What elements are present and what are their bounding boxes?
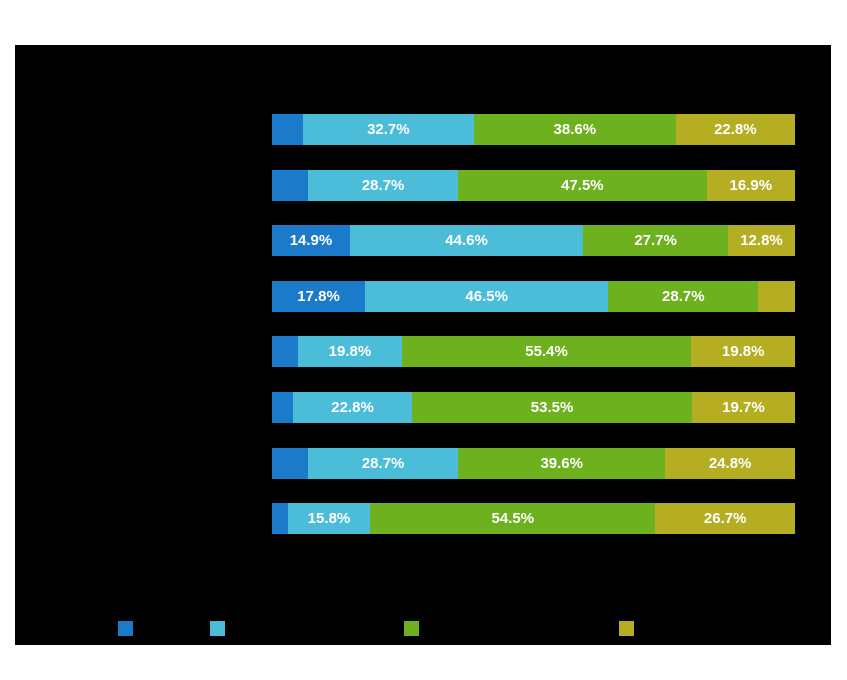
bar-segment-series-1-blue: 17.8% <box>272 280 366 312</box>
segment-label: 19.8% <box>328 343 372 361</box>
bar-segment-series-2-cyan: 32.7% <box>302 114 474 145</box>
segment-label: 53.5% <box>530 398 574 416</box>
segment-label: 55.4% <box>525 343 568 361</box>
bar-segment-series-4-olive: 19.8% <box>691 336 795 368</box>
segment-label: 26.7% <box>703 510 747 528</box>
bar-segment-series-1-blue <box>272 114 303 145</box>
bar-segment-series-2-cyan: 28.7% <box>308 447 459 479</box>
segment-label: 12.8% <box>740 232 783 250</box>
segment-label: 46.5% <box>465 287 508 305</box>
bar-segment-series-2-cyan: 19.8% <box>298 336 402 368</box>
bar-segment-series-4-olive: 12.8% <box>728 225 795 257</box>
segment-label: 19.8% <box>721 343 765 361</box>
segment-label: 28.7% <box>361 454 405 472</box>
bar-segment-series-1-blue <box>272 503 288 535</box>
bar-segment-series-2-cyan: 46.5% <box>365 280 609 312</box>
bar-row: 19.8% 55.4% 19.8% <box>272 336 795 368</box>
bar-segment-series-2-cyan: 44.6% <box>349 225 584 257</box>
bar-segment-series-1-blue <box>272 391 293 423</box>
segment-label: 22.8% <box>331 398 374 416</box>
bar-segment-series-3-green: 39.6% <box>458 447 666 479</box>
bar-segment-series-4-olive: 24.8% <box>665 447 795 479</box>
segment-label: 17.8% <box>297 287 340 305</box>
segment-label: 22.8% <box>714 121 757 138</box>
bar-segment-series-2-cyan: 22.8% <box>292 391 413 423</box>
bar-segment-series-1-blue <box>272 447 309 479</box>
segment-label: 24.8% <box>708 454 752 472</box>
bar-segment-series-4-olive: 16.9% <box>706 169 795 201</box>
bar-segment-series-3-green: 53.5% <box>412 391 692 423</box>
bar-row: 14.9% 44.6% 27.7% 12.8% <box>272 225 795 257</box>
bar-row: 17.8% 46.5% 28.7% <box>272 280 795 312</box>
bar-row: 28.7% 39.6% 24.8% <box>272 447 795 479</box>
bar-segment-series-4-olive: 22.8% <box>675 114 795 145</box>
bar-row: 28.7% 47.5% 16.9% <box>272 169 795 201</box>
segment-label: 47.5% <box>561 176 604 194</box>
legend-swatch-green <box>404 621 419 636</box>
segment-label: 19.7% <box>722 398 765 416</box>
legend-swatch-cyan <box>210 621 225 636</box>
bar-row: 15.8% 54.5% 26.7% <box>272 503 795 535</box>
bar-segment-series-2-cyan: 15.8% <box>287 503 371 535</box>
segment-label: 39.6% <box>540 454 583 472</box>
bar-segment-series-1-blue: 14.9% <box>272 225 350 257</box>
segment-label: 32.7% <box>367 121 410 138</box>
bar-segment-series-3-green: 27.7% <box>583 225 729 257</box>
bar-segment-series-4-olive <box>758 280 795 312</box>
segment-label: 14.9% <box>289 232 333 250</box>
stacked-bar-chart: 32.7% 38.6% 22.8% 28.7% 47.5% 16.9% 14.9% 44.6%… <box>272 114 795 535</box>
bar-segment-series-1-blue <box>272 169 309 201</box>
segment-label: 28.7% <box>361 176 405 194</box>
segment-label: 15.8% <box>307 510 351 528</box>
legend <box>15 621 831 641</box>
bar-segment-series-4-olive: 26.7% <box>655 503 795 535</box>
bar-segment-series-3-green: 38.6% <box>473 114 676 145</box>
segment-label: 54.5% <box>491 510 535 528</box>
bar-row: 22.8% 53.5% 19.7% <box>272 391 795 423</box>
bar-segment-series-3-green: 28.7% <box>608 280 759 312</box>
bar-segment-series-3-green: 47.5% <box>458 169 707 201</box>
legend-swatch-blue <box>118 621 133 636</box>
chart-panel: 32.7% 38.6% 22.8% 28.7% 47.5% 16.9% 14.9% 44.6%… <box>15 45 831 645</box>
legend-swatch-olive <box>619 621 634 636</box>
bar-segment-series-3-green: 55.4% <box>401 336 692 368</box>
bar-segment-series-1-blue <box>272 336 299 368</box>
bar-row: 32.7% 38.6% 22.8% <box>272 114 795 145</box>
segment-label: 44.6% <box>445 232 488 250</box>
bar-segment-series-2-cyan: 28.7% <box>308 169 459 201</box>
segment-label: 38.6% <box>553 121 597 138</box>
segment-label: 28.7% <box>662 287 705 305</box>
bar-segment-series-4-olive: 19.7% <box>691 391 795 423</box>
bar-segment-series-3-green: 54.5% <box>370 503 656 535</box>
segment-label: 16.9% <box>729 176 773 194</box>
segment-label: 27.7% <box>634 232 677 250</box>
